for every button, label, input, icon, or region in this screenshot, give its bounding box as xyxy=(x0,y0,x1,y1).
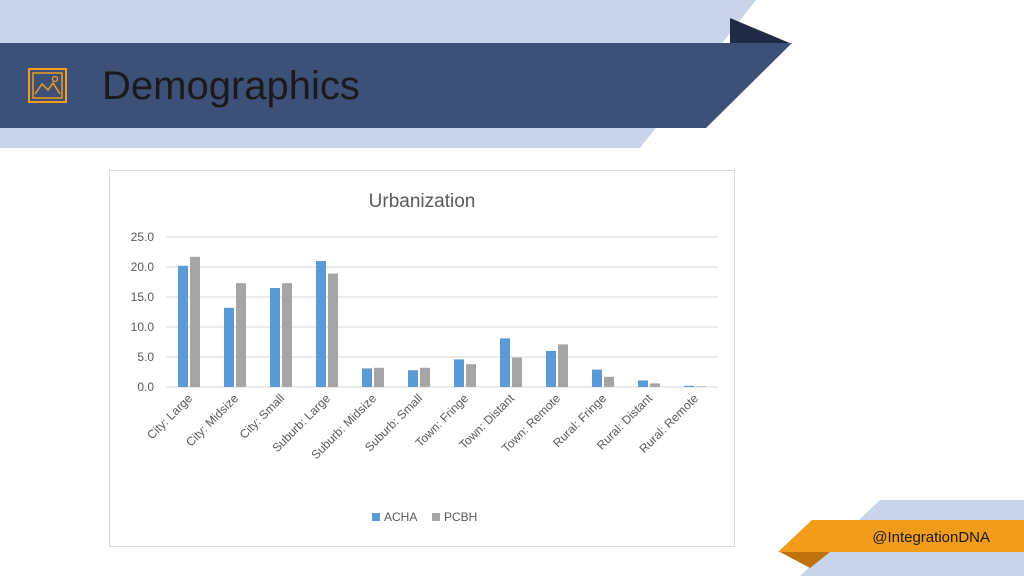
chart-frame: Urbanization 0.0 5.0 10.0 15.0 20.0 25.0 City: … xyxy=(109,170,735,547)
bar-acha xyxy=(638,380,648,387)
bar-pcbh xyxy=(236,283,246,387)
legend-swatch-pcbh xyxy=(432,513,440,521)
bar-pcbh xyxy=(650,383,660,387)
bar-acha xyxy=(684,385,694,387)
social-handle: @IntegrationDNA xyxy=(872,529,990,546)
banner-dark-accent xyxy=(730,18,792,44)
corner-dark-accent xyxy=(780,552,830,568)
bar-pcbh xyxy=(374,367,384,387)
bar-acha xyxy=(454,359,464,387)
bar-acha xyxy=(270,288,280,387)
chart-title: Urbanization xyxy=(369,191,476,212)
title-banner xyxy=(0,43,792,128)
bar-acha xyxy=(408,370,418,387)
legend-label-acha: ACHA xyxy=(384,510,417,524)
bar-pcbh xyxy=(696,386,706,387)
bar-acha xyxy=(316,261,326,387)
bar-acha xyxy=(546,351,556,387)
bar-pcbh xyxy=(512,357,522,387)
y-tick-label: 0.0 xyxy=(137,380,154,394)
bar-pcbh xyxy=(282,283,292,387)
y-tick-label: 5.0 xyxy=(137,350,154,364)
bar-acha xyxy=(178,265,188,387)
y-tick-label: 25.0 xyxy=(131,230,155,244)
bar-pcbh xyxy=(558,344,568,387)
bar-pcbh xyxy=(190,256,200,387)
bar-pcbh xyxy=(420,367,430,387)
bar-pcbh xyxy=(604,376,614,387)
bar-pcbh xyxy=(466,364,476,387)
slide-title: Demographics xyxy=(102,64,360,108)
picture-frame-icon xyxy=(28,68,67,103)
handle-banner xyxy=(778,520,1024,552)
bar-acha xyxy=(592,369,602,387)
urbanization-chart: Urbanization0.05.010.015.020.025.0City: … xyxy=(131,191,718,524)
bar-acha xyxy=(500,338,510,387)
legend-swatch-acha xyxy=(372,513,380,521)
bar-acha xyxy=(224,307,234,387)
y-tick-label: 15.0 xyxy=(131,290,155,304)
legend-label-pcbh: PCBH xyxy=(444,510,477,524)
bar-acha xyxy=(362,368,372,387)
y-tick-label: 10.0 xyxy=(131,320,155,334)
y-tick-label: 20.0 xyxy=(131,260,155,274)
bar-pcbh xyxy=(328,273,338,387)
